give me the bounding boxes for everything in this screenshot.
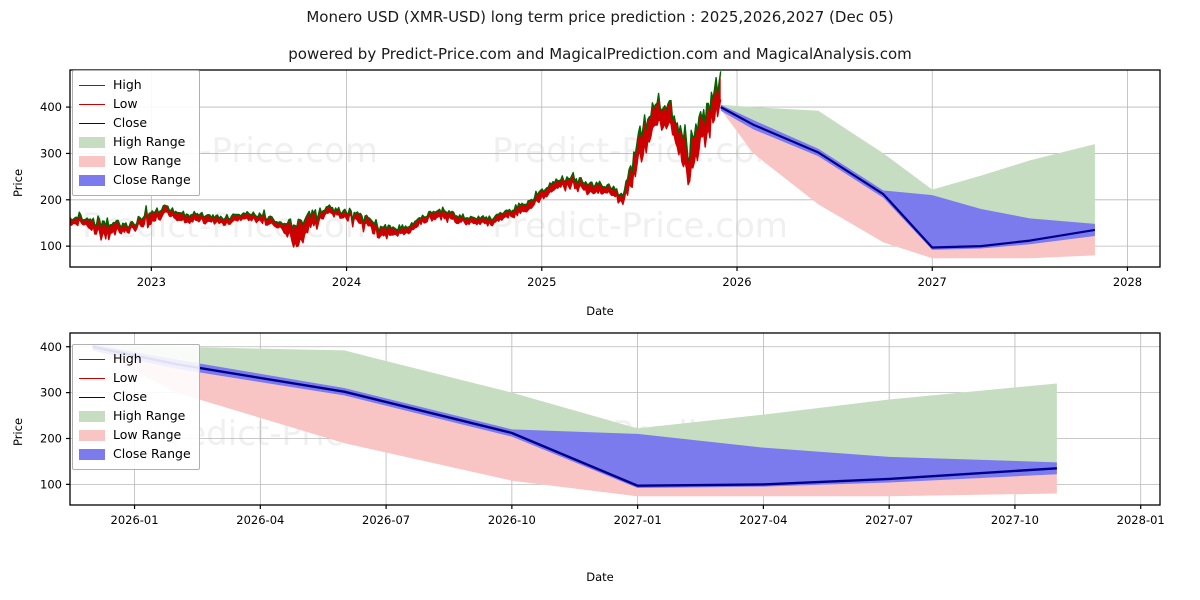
xtick-label: 2026-07 [362,513,410,527]
legend2-label-close-range: Close Range [113,446,191,462]
low-range-band [720,107,1095,259]
close-range-band [92,344,1057,489]
ytick-label: 300 [40,386,62,400]
forecast-close-line [92,345,1057,487]
legend2-item-low[interactable]: Low [79,369,191,388]
legend-item-low[interactable]: Low [79,95,191,114]
history-low-line [69,99,722,248]
xtick-label: 2027-07 [865,513,913,527]
xtick-label: 2024 [332,275,361,289]
xtick-label: 2023 [137,275,166,289]
low-range-band [92,346,1057,497]
legend-swatch-high-range [79,137,105,148]
legend-label-high-range: High Range [113,134,186,150]
legend-label-close-range: Close Range [113,172,191,188]
legend-label-low: Low [113,96,138,112]
xtick-label: 2028 [1113,275,1142,289]
xtick-label: 2025 [527,275,556,289]
ytick-label: 200 [40,431,62,445]
legend-item-high[interactable]: High [79,76,191,95]
legend2-swatch-high-range [79,411,105,422]
legend2-item-close-range[interactable]: Close Range [79,445,191,464]
legend-label-high: High [113,77,142,93]
xtick-label: 2027-04 [739,513,787,527]
legend2-label-close: Close [113,389,148,405]
legend2-swatch-low-range [79,430,105,441]
xtick-label: 2026-10 [488,513,536,527]
legend2-label-low: Low [113,370,138,386]
watermark: Predict-Price.com [492,206,788,246]
page-subtitle: powered by Predict-Price.com and Magical… [288,45,912,63]
legend2-swatch-close-line [79,397,105,398]
overview-chart-panel: Predict-Price.com Predict-Price.com Predic… [0,62,1200,312]
high-range-band [720,104,1095,248]
legend2-item-low-range[interactable]: Low Range [79,426,191,445]
ytick-label: 400 [40,340,62,354]
legend-label-close: Close [113,115,148,131]
legend2-item-high-range[interactable]: High Range [79,407,191,426]
high-range-band [92,344,1057,486]
legend2-label-high-range: High Range [113,408,186,424]
legend-swatch-close-range [79,175,105,186]
history-hl-fill [70,71,721,248]
xtick-label: 2027 [918,275,947,289]
history-high-line [69,71,722,233]
xtick-label: 2027-10 [991,513,1039,527]
forecast-yaxis-label: Price [11,417,25,447]
close-range-band [720,104,1095,250]
overview-xaxis-label: Date [586,304,614,318]
legend-item-low-range[interactable]: Low Range [79,152,191,171]
legend-swatch-high-line [79,85,105,86]
legend2-swatch-low-line [79,378,105,379]
ytick-label: 400 [40,100,62,114]
xtick-label: 2026-01 [111,513,159,527]
legend-swatch-low-line [79,104,105,105]
xtick-label: 2027-01 [614,513,662,527]
legend2-swatch-close-range [79,449,105,460]
page-title: Monero USD (XMR-USD) long term price pre… [306,8,894,26]
legend-label-low-range: Low Range [113,153,182,169]
legend-swatch-close-line [79,123,105,124]
forecast-xaxis-label: Date [586,570,614,584]
legend-item-close-range[interactable]: Close Range [79,171,191,190]
ytick-label: 300 [40,146,62,160]
legend2-label-low-range: Low Range [113,427,182,443]
legend2-item-high[interactable]: High [79,350,191,369]
legend-swatch-low-range [79,156,105,167]
legend-item-close[interactable]: Close [79,114,191,133]
forecast-detail-chart-panel: Predict-Price.comPredict-Price.com2026-0… [0,325,1200,540]
xtick-label: 2026 [722,275,751,289]
overview-yaxis-label: Price [11,168,25,198]
legend-item-high-range[interactable]: High Range [79,133,191,152]
ytick-label: 200 [40,193,62,207]
legend2-item-close[interactable]: Close [79,388,191,407]
legend2-label-high: High [113,351,142,367]
legend2-swatch-high-line [79,359,105,360]
xtick-label: 2028-01 [1117,513,1165,527]
forecast-detail-chart-svg: Predict-Price.comPredict-Price.com2026-0… [40,332,1165,527]
overview-legend: High Low Close High Range Low Range Clos… [72,70,200,196]
ytick-label: 100 [40,477,62,491]
ytick-label: 100 [40,239,62,253]
forecast-legend: High Low Close High Range Low Range Clos… [72,344,200,470]
forecast-close-line [720,106,1096,249]
xtick-label: 2026-04 [236,513,284,527]
